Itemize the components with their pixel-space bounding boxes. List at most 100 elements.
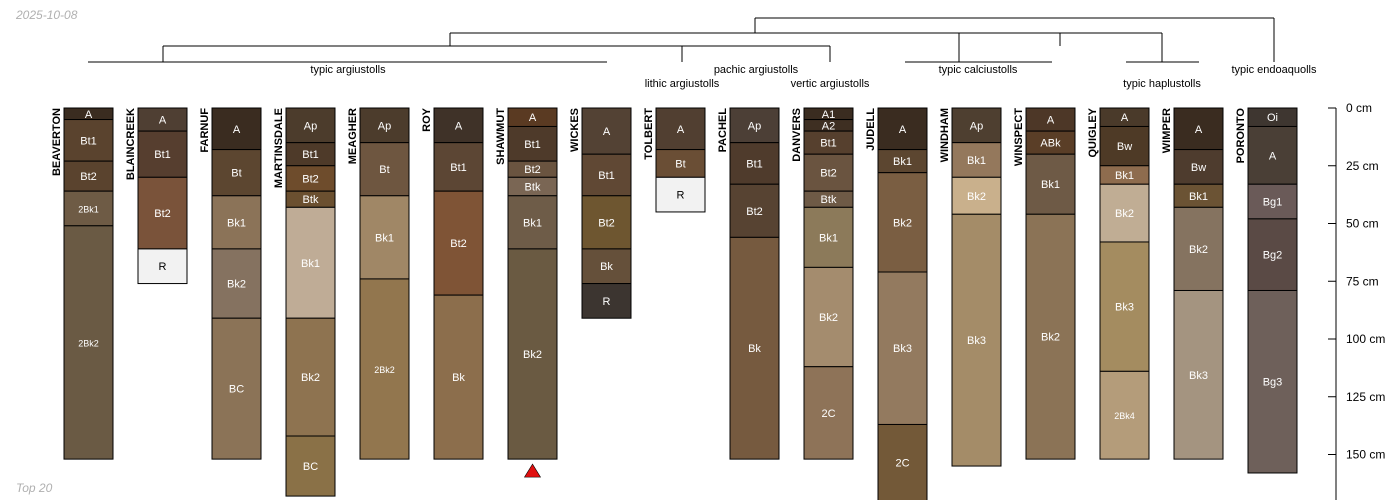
- profile-name-martinsdale: MARTINSDALE: [273, 108, 285, 188]
- profile-farnuf: FARNUF A Bt Bk1 Bk2 BC: [199, 107, 262, 460]
- horizon-label: Bk3: [967, 335, 986, 347]
- horizon-wickes-r: [581, 283, 632, 319]
- horizon-label: Bt2: [450, 238, 467, 250]
- profile-name-windham: WINDHAM: [939, 108, 951, 162]
- horizon-meagher-2bk2: [359, 278, 410, 460]
- horizon-label: Bk1: [1115, 170, 1134, 182]
- horizon-roy-a: [433, 107, 484, 144]
- profile-pachel: PACHEL Ap Bt1 Bt2 Bk: [717, 107, 780, 460]
- horizon-label: Bt1: [820, 138, 837, 150]
- profile-name-meagher: MEAGHER: [347, 108, 359, 164]
- horizon-label: A: [455, 120, 463, 132]
- group-label-pachic-argiustolls: pachic argiustolls: [714, 64, 799, 76]
- horizon-poronto-a: [1247, 125, 1298, 185]
- profile-windham: WINDHAM Ap Bk1 Bk2 Bk3: [939, 107, 1002, 467]
- profile-quigley: QUIGLEY A Bw Bk1 Bk2 Bk3 2Bk4: [1087, 107, 1150, 460]
- horizon-quigley-bw: [1099, 125, 1150, 167]
- horizon-beaverton-2bk2: [63, 225, 114, 460]
- horizon-label: Bk1: [967, 155, 986, 167]
- horizon-poronto-bg2: [1247, 218, 1298, 291]
- profile-name-farnuf: FARNUF: [199, 108, 211, 153]
- horizon-meagher-ap: [359, 107, 410, 144]
- group-label-typic-calciustolls: typic calciustolls: [939, 64, 1018, 76]
- depth-tick-label: 150 cm: [1346, 448, 1385, 462]
- date-label: 2025-10-08: [16, 8, 78, 22]
- horizon-label: Bt2: [80, 171, 97, 183]
- horizon-label: A: [1269, 150, 1277, 162]
- profile-name-shawmut: SHAWMUT: [495, 108, 507, 165]
- horizon-label: Bt1: [524, 139, 541, 151]
- horizon-label: Bt1: [154, 149, 171, 161]
- horizon-label: Bk2: [1189, 244, 1208, 256]
- horizon-label: Oi: [1267, 112, 1278, 124]
- horizon-blaincreek-r: [137, 248, 188, 285]
- horizon-shawmut-bt1: [507, 125, 558, 162]
- horizon-windham-bk1: [951, 142, 1002, 178]
- profile-tolbert: TOLBERT A Bt R: [643, 107, 706, 213]
- horizon-tolbert-a: [655, 107, 706, 151]
- horizon-label: Bg2: [1263, 250, 1283, 262]
- profiles: BEAVERTON A Bt1 Bt2 2Bk1 2Bk2 BLAINCREEK A Bt1 Bt…: [51, 107, 1298, 500]
- depth-tick-label: 75 cm: [1346, 274, 1379, 288]
- horizon-blaincreek-bt2: [137, 176, 188, 250]
- horizon-label: Bk2: [227, 279, 246, 291]
- profile-name-wimper: WIMPER: [1161, 108, 1173, 153]
- profile-name-poronto: PORONTO: [1235, 108, 1247, 164]
- horizon-label: Bt1: [80, 135, 97, 147]
- horizon-tolbert-bt: [655, 149, 706, 178]
- horizon-judell-bk3: [877, 271, 928, 425]
- horizon-windham-bk2: [951, 176, 1002, 215]
- depth-axis: 0 cm 25 cm 50 cm 75 cm 100 cm 125 cm 150 cm: [1328, 101, 1385, 500]
- horizon-martinsdale-bk1: [285, 206, 336, 319]
- profile-name-wickes: WICKES: [569, 108, 581, 152]
- horizon-label: A: [1047, 115, 1055, 127]
- horizon-label: 2Bk2: [374, 365, 395, 375]
- horizon-label: 2Bk4: [1114, 411, 1135, 421]
- horizon-label: 2Bk2: [78, 338, 99, 348]
- horizon-farnuf-bt: [211, 149, 262, 197]
- horizon-label: Btk: [525, 182, 541, 194]
- group-label-typic-endoaquolls: typic endoaquolls: [1231, 64, 1317, 76]
- horizon-poronto-bg1: [1247, 183, 1298, 220]
- horizon-winspect-bk2: [1025, 213, 1076, 460]
- horizon-shawmut-bk2: [507, 248, 558, 460]
- horizon-label: Bk3: [1189, 370, 1208, 382]
- horizon-label: Bk1: [301, 258, 320, 270]
- profile-blaincreek: BLAINCREEK A Bt1 Bt2 R: [125, 107, 188, 285]
- horizon-label: A: [233, 124, 241, 136]
- horizon-pachel-bt1: [729, 142, 780, 185]
- horizon-label: Bt: [379, 164, 389, 176]
- horizon-label: Bt2: [154, 208, 171, 220]
- depth-tick-label: 25 cm: [1346, 159, 1379, 173]
- horizon-label: R: [603, 296, 611, 308]
- horizon-wimper-bk3: [1173, 289, 1224, 460]
- horizon-label: Bk1: [523, 217, 542, 229]
- horizon-wickes-bk: [581, 248, 632, 285]
- horizon-label: Bk1: [819, 232, 838, 244]
- horizon-blaincreek-bt1: [137, 130, 188, 178]
- horizon-label: Bk2: [967, 191, 986, 203]
- horizon-martinsdale-bt2: [285, 165, 336, 192]
- profile-name-roy: ROY: [421, 107, 433, 132]
- horizon-roy-bt1: [433, 142, 484, 192]
- horizon-label: A1: [822, 109, 835, 121]
- horizon-beaverton-bt2: [63, 160, 114, 192]
- horizon-wickes-bt1: [581, 153, 632, 197]
- horizon-label: ABk: [1040, 138, 1061, 150]
- horizon-label: BC: [229, 384, 244, 396]
- horizon-label: Bk1: [227, 217, 246, 229]
- horizon-wimper-bw: [1173, 149, 1224, 185]
- profile-shawmut: SHAWMUT A Bt1 Bt2 Btk Bk1 Bk2: [495, 107, 558, 460]
- horizon-label: 2Bk1: [78, 204, 99, 214]
- horizon-wimper-a: [1173, 107, 1224, 151]
- profile-roy: ROY A Bt1 Bt2 Bk: [421, 107, 484, 460]
- horizon-label: Bk2: [523, 349, 542, 361]
- horizon-label: Bt1: [450, 162, 467, 174]
- horizon-judell-bk2: [877, 172, 928, 273]
- horizon-label: Bt2: [598, 217, 615, 229]
- horizon-meagher-bk1: [359, 195, 410, 280]
- horizon-label: Ap: [304, 120, 317, 132]
- profile-beaverton: BEAVERTON A Bt1 Bt2 2Bk1 2Bk2: [51, 107, 114, 460]
